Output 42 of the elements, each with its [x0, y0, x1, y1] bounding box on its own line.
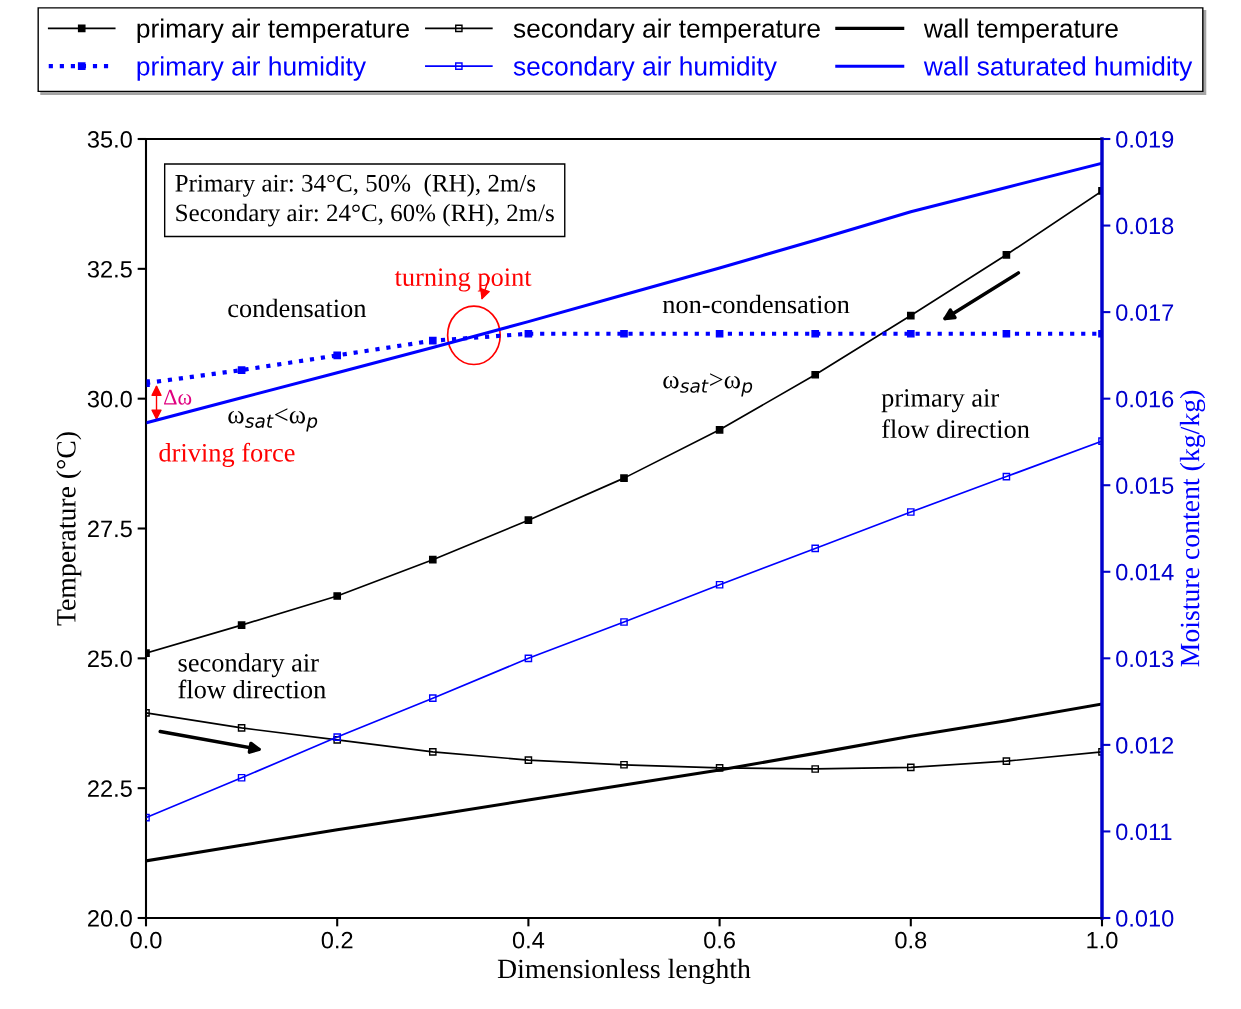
annotation: driving force — [159, 442, 295, 468]
y2-tick-label: 0.017 — [1116, 304, 1174, 321]
annotation: Primary air: 34°C, 50% (RH), 2m/s Secondary air: 24°C, 60% (RH), 2m/s — [175, 174, 554, 227]
y-axis-title: Temperature (°C) — [56, 432, 82, 626]
y2-tick-label: 0.019 — [1116, 131, 1174, 148]
x-tick-label: 0.6 — [704, 931, 735, 949]
legend-label: wall saturated humidity — [923, 56, 1193, 81]
annotation: turning point — [394, 268, 532, 292]
y-tick-label: 32.5 — [87, 260, 132, 278]
y2-tick-label: 0.014 — [1116, 563, 1174, 581]
legend-label: secondary air temperature — [513, 18, 820, 44]
legend-label: wall temperature — [923, 18, 1118, 44]
annotation: non-condensation — [662, 294, 850, 314]
x-tick-label: 0.2 — [321, 931, 353, 949]
y2-tick-label: 0.015 — [1116, 477, 1174, 495]
annotation: ω$_{sat}$>ω$_{p}$ — [663, 373, 753, 397]
y-tick-label: 22.5 — [88, 780, 132, 797]
x-tick-label: 0.0 — [130, 931, 162, 949]
y-tick-label: 30.0 — [87, 390, 132, 408]
x-tick-label: 0.4 — [512, 931, 545, 949]
y-tick-label: 20.0 — [88, 910, 132, 927]
legend-label: primary air humidity — [137, 56, 366, 81]
x-tick-label: 0.8 — [895, 931, 927, 949]
x-axis-title: Dimensionless lenghth — [497, 958, 751, 985]
y-tick-label: 27.5 — [88, 520, 132, 538]
annotation: secondary air flow direction — [178, 653, 326, 699]
annotation: Δω — [164, 389, 192, 405]
y2-tick-label: 0.010 — [1116, 910, 1174, 927]
annotation: primary air flow direction — [881, 389, 1030, 439]
annotation: ω$_{sat}$<ω$_{p}$ — [228, 408, 318, 432]
y2-tick-label: 0.011 — [1116, 823, 1172, 841]
y-tick-label: 35.0 — [87, 131, 132, 148]
legend-label: secondary air humidity — [513, 56, 777, 81]
y2-axis-title: Moisture content (kg/kg) — [1179, 390, 1206, 667]
y2-tick-label: 0.012 — [1116, 736, 1174, 754]
legend-label: primary air temperature — [137, 18, 409, 44]
y-tick-label: 25.0 — [88, 650, 132, 668]
y2-tick-label: 0.018 — [1116, 217, 1174, 235]
x-tick-label: 1.0 — [1087, 931, 1118, 949]
y2-tick-label: 0.013 — [1116, 650, 1174, 668]
annotation: condensation — [228, 298, 367, 318]
y2-tick-label: 0.016 — [1116, 390, 1174, 408]
